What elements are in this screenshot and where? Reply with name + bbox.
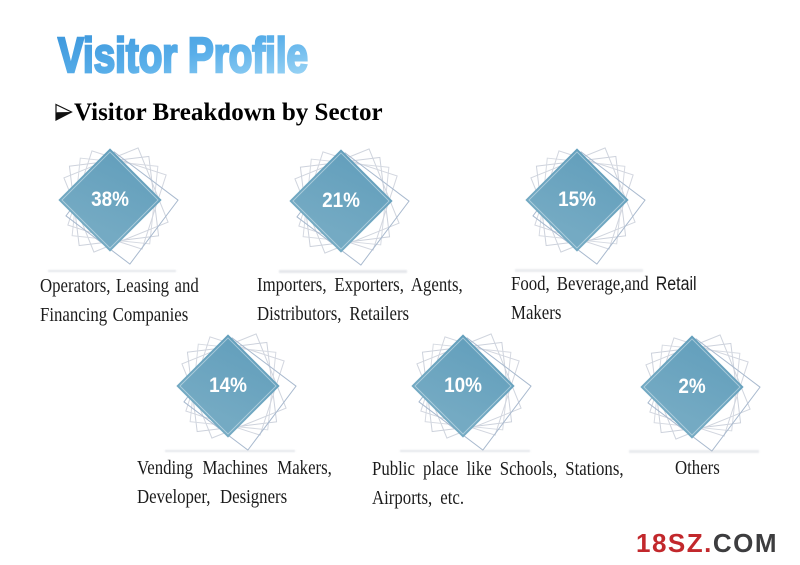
svg-text:10%: 10%	[444, 374, 482, 397]
svg-text:21%: 21%	[322, 189, 360, 212]
svg-text:38%: 38%	[91, 188, 129, 211]
svg-text:2%: 2%	[678, 375, 705, 398]
svg-text:14%: 14%	[209, 374, 247, 397]
svg-text:Visitor Profile: Visitor Profile	[58, 30, 308, 80]
svg-text:15%: 15%	[558, 188, 596, 211]
